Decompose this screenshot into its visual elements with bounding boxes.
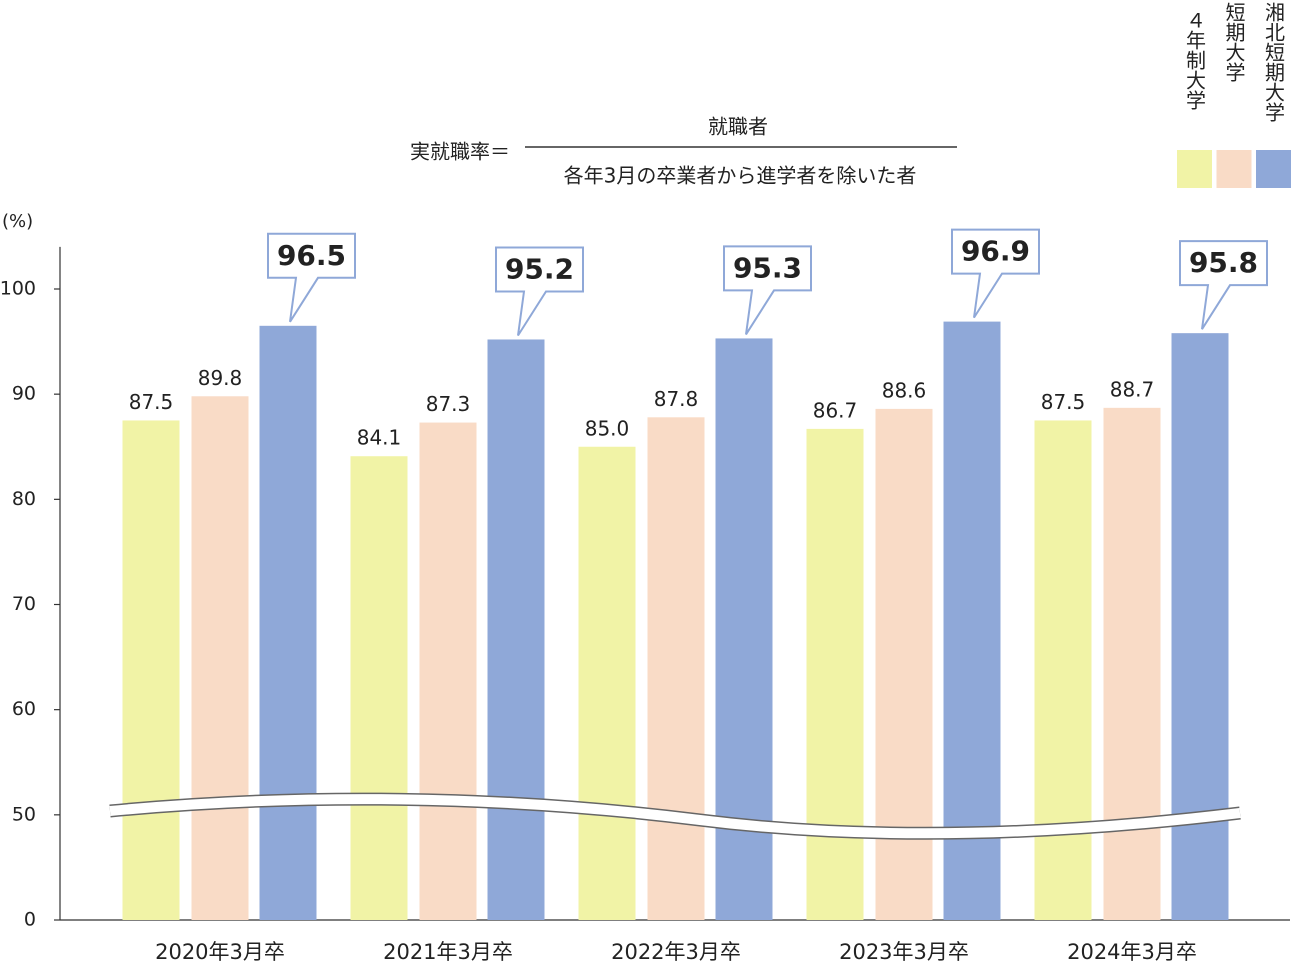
callout-box [951,228,1040,319]
y-tick-label: 90 [12,383,36,405]
bar [647,417,705,920]
x-tick-label: 2020年3月卒 [155,940,285,964]
value-label: 88.7 [1110,377,1155,401]
bar [419,422,477,920]
value-label: 84.1 [357,426,402,450]
x-tick-label: 2022年3月卒 [611,940,741,964]
value-label: 88.6 [882,378,927,402]
bar [1171,333,1229,920]
y-tick-label: 50 [12,803,36,825]
bar [191,396,249,920]
value-label: 89.8 [198,366,243,390]
bar [806,428,864,920]
bar [259,325,317,920]
bar [350,456,408,920]
y-tick-label: 80 [12,488,36,510]
callout-box [267,232,356,323]
bar [1103,407,1161,920]
formula-label: 実就職率＝ [410,140,510,164]
value-label: 87.5 [129,390,174,414]
x-tick-label: 2021年3月卒 [383,940,513,964]
y-tick-label: 70 [12,593,36,615]
value-label: 87.5 [1041,390,1086,414]
value-label: 87.8 [654,387,699,411]
bar [578,446,636,920]
y-tick-label: 100 [0,278,36,300]
value-label: 96.9 [961,235,1030,268]
y-tick-label: 60 [12,698,36,720]
bar [122,420,180,920]
legend-swatch [1256,150,1291,188]
legend-label: 短期大学 [1222,2,1246,82]
bar [943,321,1001,920]
x-tick-label: 2023年3月卒 [839,940,969,964]
value-label: 86.7 [813,398,858,422]
legend-label: ４年制大学 [1183,10,1207,110]
value-label: 95.8 [1189,246,1258,279]
formula-denominator: 各年3月の卒業者から進学者を除いた者 [564,164,917,188]
value-label: 95.3 [733,251,802,284]
legend-swatch [1177,150,1212,188]
x-tick-label: 2024年3月卒 [1067,940,1197,964]
value-label: 85.0 [585,416,630,440]
bar [1034,420,1092,920]
legend-label: 湘北短期大学 [1262,2,1286,122]
axis-break-fill [109,794,1241,839]
value-label: 95.2 [505,252,574,285]
bar [875,408,933,920]
callout-box [723,245,812,335]
bar [487,339,545,921]
value-label: 87.3 [426,392,471,416]
y-unit: (%) [2,211,33,232]
callout-box [495,246,584,337]
y-tick-label: 0 [24,909,36,931]
value-label: 96.5 [277,239,346,272]
formula-numerator: 就職者 [708,115,768,139]
legend-swatch [1216,150,1252,188]
callout-box [1179,240,1268,330]
